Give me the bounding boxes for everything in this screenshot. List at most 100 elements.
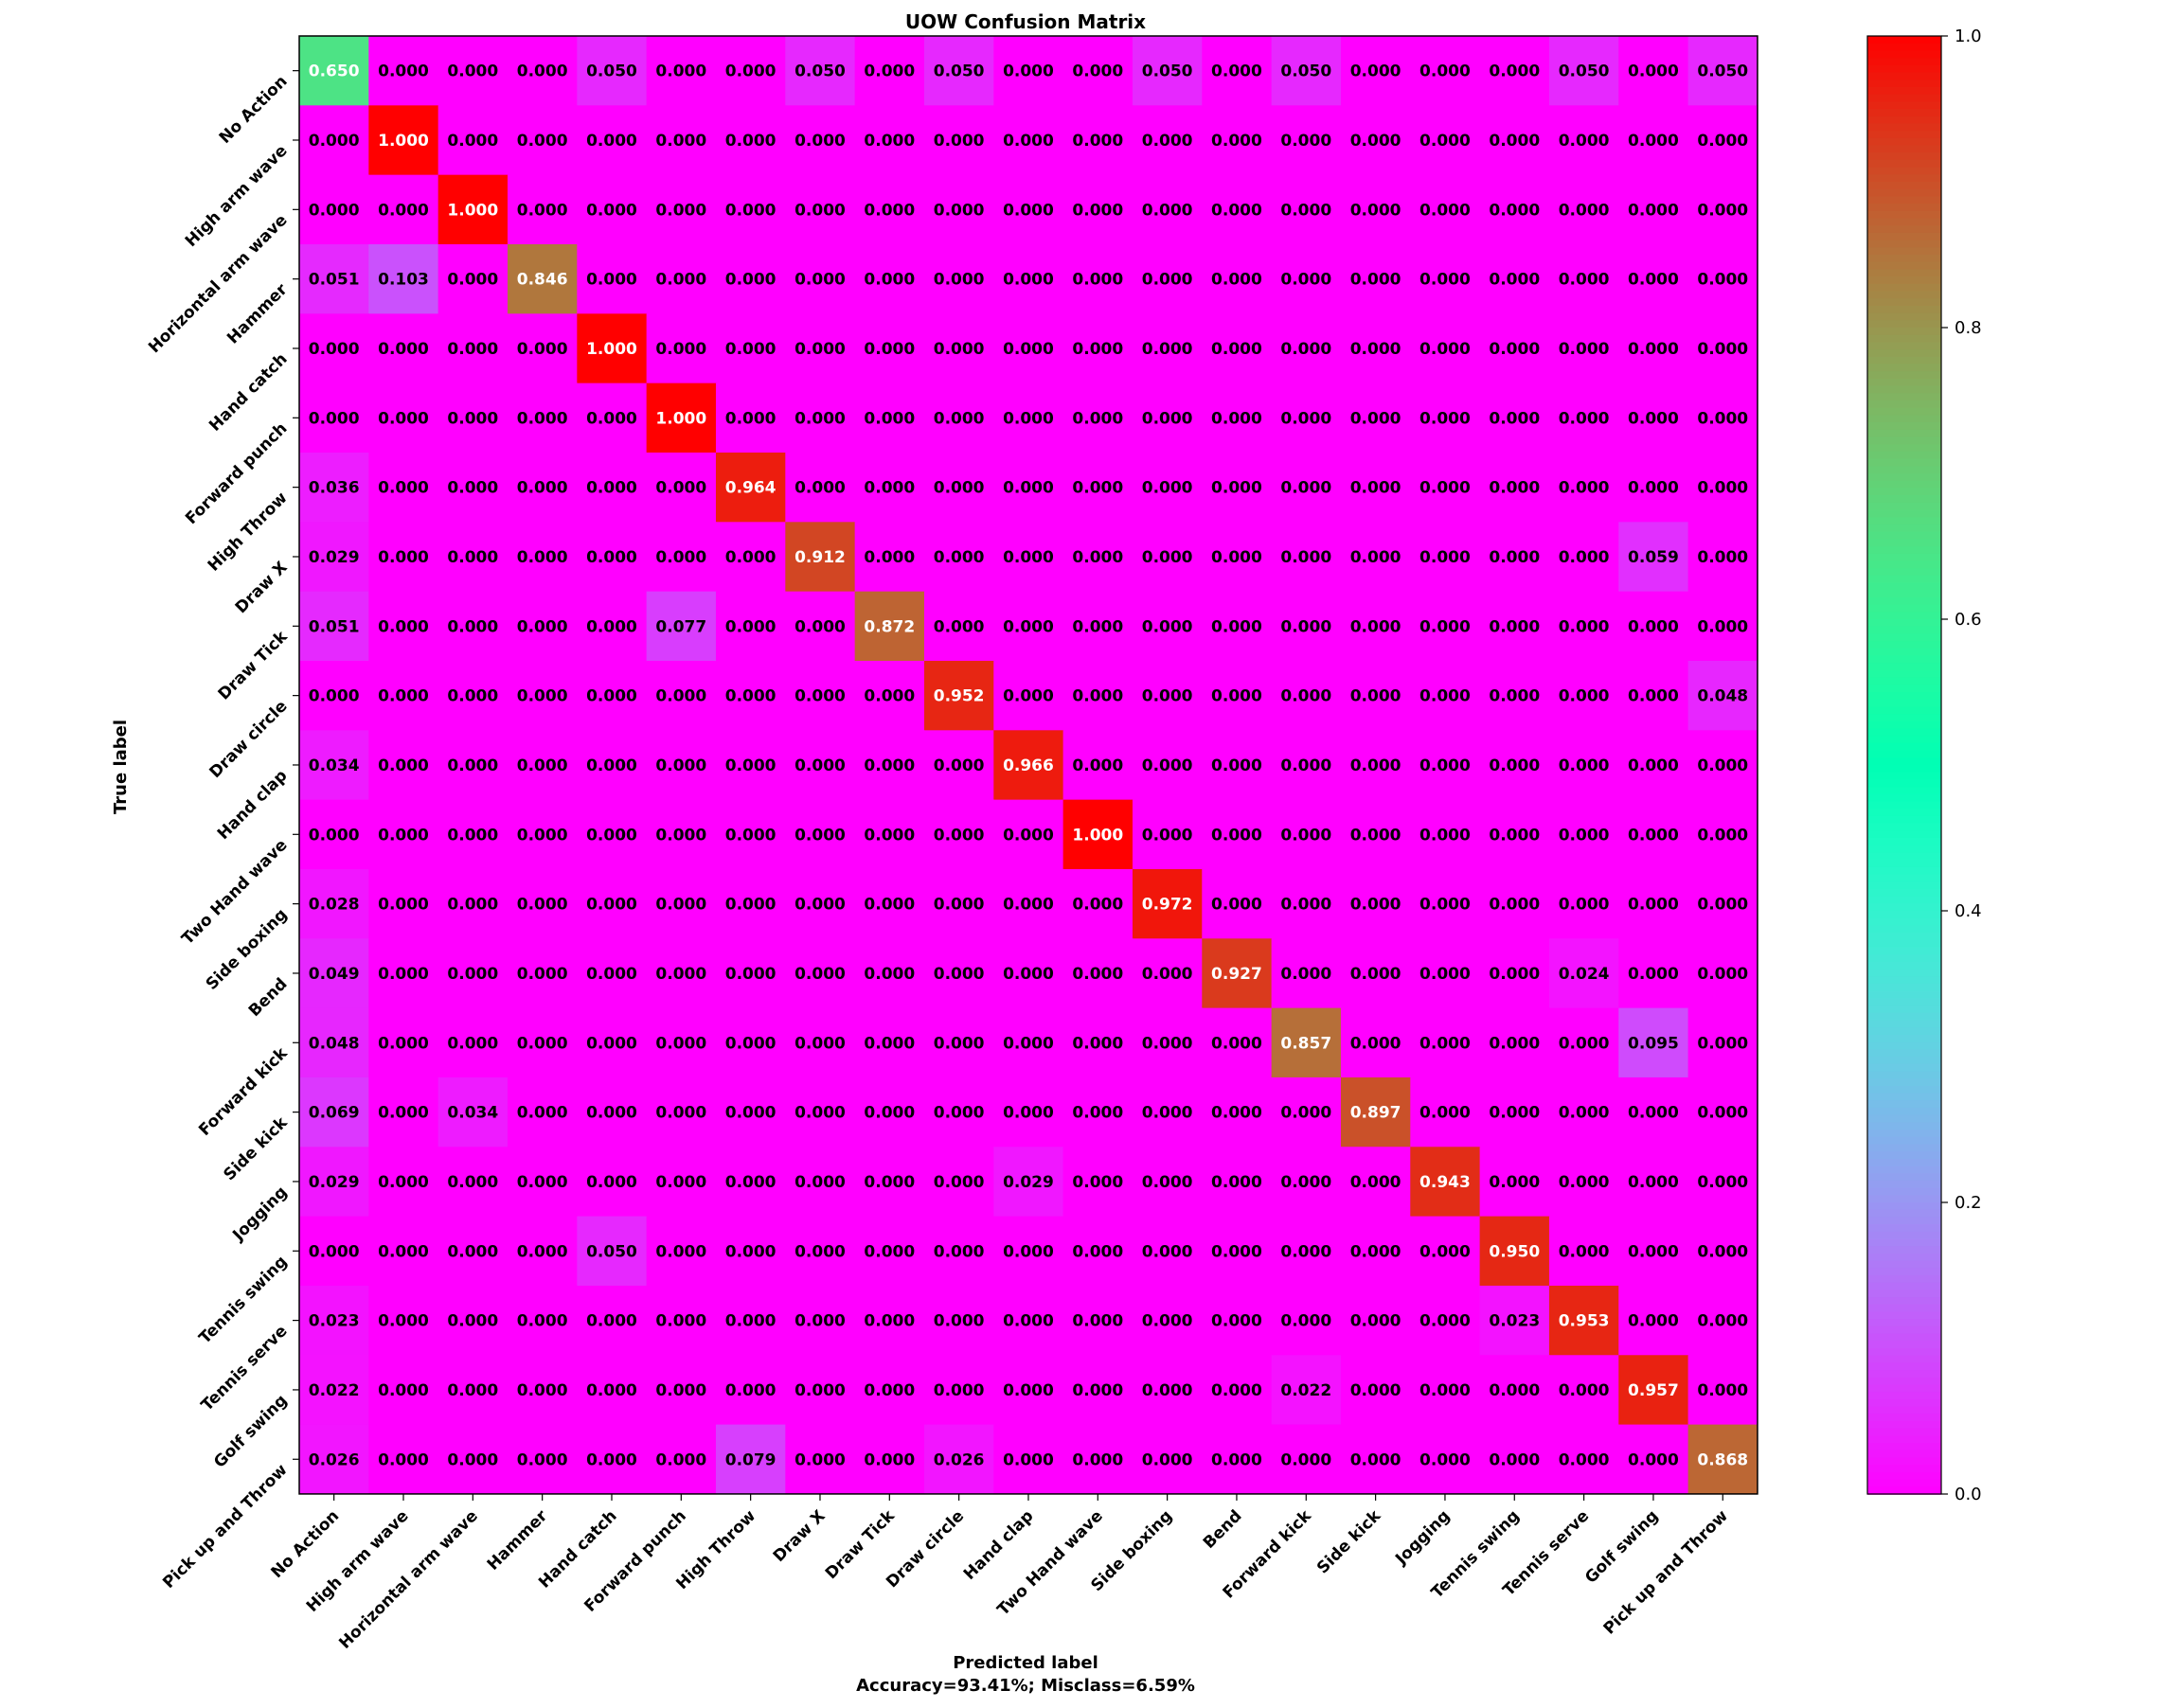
cell-value-label: 0.957 <box>1628 1381 1679 1400</box>
cell-value-label: 0.000 <box>1211 1242 1262 1261</box>
colorbar-segment <box>1867 1311 1941 1320</box>
cell-value-label: 0.000 <box>447 132 498 151</box>
heatmap-cell <box>1479 1424 1550 1495</box>
cell-value-label: 0.000 <box>586 826 637 845</box>
heatmap-cell <box>785 660 856 731</box>
colorbar-segment <box>1867 1136 1941 1146</box>
heatmap-cell <box>437 591 509 662</box>
cell-value-label: 0.000 <box>1559 409 1610 428</box>
heatmap-cell <box>854 660 925 731</box>
heatmap-cell <box>1548 1285 1619 1356</box>
heatmap-cell <box>1340 1007 1411 1078</box>
heatmap-cell <box>1062 383 1134 454</box>
cell-value-label: 0.000 <box>1003 1381 1054 1400</box>
heatmap-cell <box>368 591 439 662</box>
cell-value-label: 0.650 <box>309 62 360 81</box>
cell-value-label: 0.000 <box>1697 1104 1748 1123</box>
heatmap-cell <box>1548 36 1619 106</box>
cell-value-label: 0.000 <box>378 965 429 984</box>
heatmap-cell <box>1340 938 1411 1009</box>
cell-value-label: 0.000 <box>1350 826 1401 845</box>
heatmap-cell <box>1340 383 1411 454</box>
cell-value-label: 0.000 <box>447 826 498 845</box>
cell-value-label: 1.000 <box>378 132 429 151</box>
colorbar-segment <box>1867 1217 1941 1225</box>
heatmap-cell <box>1548 174 1619 245</box>
cell-value-label: 0.000 <box>447 340 498 359</box>
cell-value-label: 0.000 <box>655 548 706 567</box>
cell-value-label: 0.103 <box>378 271 429 290</box>
cell-value-label: 0.000 <box>794 1034 846 1053</box>
colorbar-segment <box>1867 903 1941 912</box>
cell-value-label: 0.000 <box>725 826 777 845</box>
cell-value-label: 0.022 <box>1280 1381 1331 1400</box>
heatmap-cell <box>368 1355 439 1426</box>
colorbar-segment <box>1867 823 1941 832</box>
heatmap-cell <box>1340 452 1411 523</box>
heatmap-cell <box>507 591 578 662</box>
cell-value-label: 0.000 <box>1072 965 1123 984</box>
cell-value-label: 0.000 <box>1211 271 1262 290</box>
heatmap-cell <box>1479 1007 1550 1078</box>
cell-value-label: 0.000 <box>864 1034 915 1053</box>
heatmap-cell <box>854 591 925 662</box>
cell-value-label: 0.000 <box>1559 896 1610 915</box>
heatmap-cell <box>1062 1285 1134 1356</box>
heatmap-cell <box>1340 1147 1411 1218</box>
cell-value-label: 0.000 <box>725 1104 777 1123</box>
cell-value-label: 0.000 <box>1628 201 1679 220</box>
heatmap-cell <box>646 868 717 939</box>
heatmap-cell <box>785 730 856 801</box>
heatmap-cell <box>1687 1007 1758 1078</box>
cell-value-label: 0.000 <box>1559 1381 1610 1400</box>
heatmap-cell <box>993 1285 1064 1356</box>
cell-value-label: 0.000 <box>1072 1450 1123 1469</box>
heatmap-cell <box>1618 383 1689 454</box>
colorbar-segment <box>1867 1005 1941 1014</box>
colorbar-segment <box>1867 1020 1941 1028</box>
cell-value-label: 0.000 <box>655 756 706 775</box>
heatmap-cell <box>854 1424 925 1495</box>
cell-value-label: 0.000 <box>378 1381 429 1400</box>
cell-value-label: 0.000 <box>1419 1381 1471 1400</box>
cell-value-label: 0.000 <box>934 1312 985 1331</box>
colorbar-segment <box>1867 1297 1941 1306</box>
cell-value-label: 0.000 <box>447 965 498 984</box>
cell-value-label: 0.000 <box>1697 617 1748 636</box>
heatmap-cell <box>1340 660 1411 731</box>
heatmap-cell <box>437 174 509 245</box>
cell-value-label: 0.000 <box>1628 1242 1679 1261</box>
colorbar-segment <box>1867 269 1941 277</box>
cell-value-label: 0.000 <box>1072 617 1123 636</box>
colorbar-segment <box>1867 990 1941 1000</box>
colorbar-segment <box>1867 917 1941 927</box>
cell-value-label: 0.051 <box>309 271 360 290</box>
cell-value-label: 0.000 <box>378 340 429 359</box>
heatmap-cell <box>1479 1076 1550 1148</box>
heatmap-cell <box>1618 660 1689 731</box>
cell-value-label: 0.029 <box>309 548 360 567</box>
cell-value-label: 0.000 <box>1419 548 1471 567</box>
cell-value-label: 0.000 <box>1211 1450 1262 1469</box>
heatmap-cell <box>437 1007 509 1078</box>
cell-value-label: 0.079 <box>725 1450 777 1469</box>
cell-value-label: 0.000 <box>794 617 846 636</box>
cell-value-label: 0.000 <box>1350 1312 1401 1331</box>
colorbar-segment <box>1867 736 1941 744</box>
heatmap-cell <box>577 383 648 454</box>
heatmap-cell <box>785 383 856 454</box>
heatmap-cell <box>1340 522 1411 593</box>
cell-value-label: 0.000 <box>1628 965 1679 984</box>
colorbar-segment <box>1867 1202 1941 1211</box>
heatmap-cell <box>1202 1285 1273 1356</box>
colorbar-segment <box>1867 218 1941 226</box>
heatmap-cell <box>1132 1285 1203 1356</box>
heatmap-cell <box>1271 1285 1342 1356</box>
heatmap-cell <box>1271 1216 1342 1287</box>
heatmap-cell <box>1687 591 1758 662</box>
heatmap-cell <box>1271 660 1342 731</box>
cell-value-label: 0.000 <box>1419 896 1471 915</box>
cell-value-label: 0.000 <box>725 132 777 151</box>
cell-value-label: 0.000 <box>725 1034 777 1053</box>
heatmap-cell <box>785 313 856 384</box>
